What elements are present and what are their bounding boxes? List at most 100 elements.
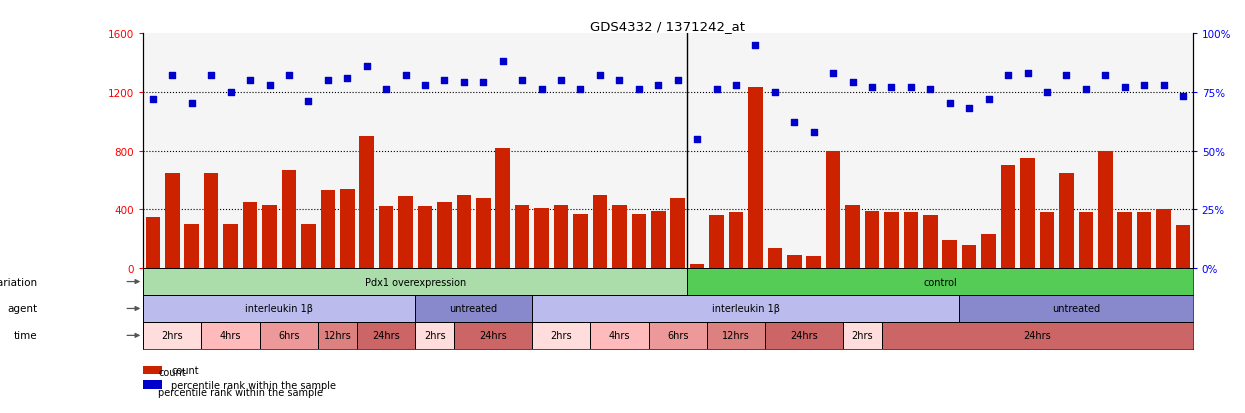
Bar bbox=[204, 173, 218, 268]
Bar bbox=[807, 257, 820, 268]
Point bbox=[240, 78, 260, 84]
Bar bbox=[981, 235, 996, 268]
Bar bbox=[960, 295, 1193, 322]
Point bbox=[920, 87, 940, 93]
Bar bbox=[687, 268, 1193, 295]
Bar bbox=[143, 295, 416, 322]
Point bbox=[1114, 85, 1134, 91]
Point bbox=[959, 106, 979, 112]
Bar bbox=[416, 322, 454, 349]
Text: time: time bbox=[14, 330, 37, 341]
Bar bbox=[710, 216, 723, 268]
Bar bbox=[573, 214, 588, 268]
Bar bbox=[923, 216, 937, 268]
Bar bbox=[378, 207, 393, 268]
Point bbox=[1017, 71, 1037, 77]
Text: 4hrs: 4hrs bbox=[609, 330, 630, 341]
Text: 2hrs: 2hrs bbox=[550, 330, 571, 341]
Point bbox=[532, 87, 552, 93]
Text: untreated: untreated bbox=[1052, 304, 1101, 314]
Point bbox=[843, 80, 863, 86]
Bar bbox=[243, 202, 258, 268]
Point bbox=[570, 87, 590, 93]
Point bbox=[299, 99, 319, 105]
Bar bbox=[1118, 213, 1132, 268]
Point bbox=[220, 89, 240, 96]
Bar bbox=[357, 322, 416, 349]
Point bbox=[667, 78, 687, 84]
Point bbox=[1173, 94, 1193, 100]
Bar bbox=[554, 205, 568, 268]
Text: genotype/variation: genotype/variation bbox=[0, 277, 37, 287]
Text: count: count bbox=[172, 365, 199, 375]
Point bbox=[940, 101, 960, 107]
Bar bbox=[398, 197, 413, 268]
Point bbox=[376, 87, 396, 93]
Point bbox=[609, 78, 629, 84]
Bar bbox=[881, 322, 1193, 349]
Point bbox=[454, 80, 474, 86]
Point bbox=[979, 96, 998, 103]
Bar bbox=[690, 264, 705, 268]
Bar bbox=[143, 322, 202, 349]
Bar bbox=[728, 213, 743, 268]
Point bbox=[493, 59, 513, 65]
Bar bbox=[1020, 159, 1035, 268]
Bar bbox=[1059, 173, 1073, 268]
Bar bbox=[1078, 213, 1093, 268]
Bar bbox=[534, 208, 549, 268]
Bar bbox=[340, 189, 355, 268]
Text: 24hrs: 24hrs bbox=[479, 330, 507, 341]
Bar bbox=[143, 366, 162, 375]
Point bbox=[473, 80, 493, 86]
Bar bbox=[649, 322, 707, 349]
Bar bbox=[416, 295, 532, 322]
Bar bbox=[590, 322, 649, 349]
Point bbox=[1096, 73, 1116, 79]
Text: 2hrs: 2hrs bbox=[162, 330, 183, 341]
Point bbox=[162, 73, 182, 79]
Point bbox=[1154, 82, 1174, 89]
Text: 6hrs: 6hrs bbox=[667, 330, 688, 341]
Point bbox=[823, 71, 843, 77]
Bar bbox=[202, 322, 260, 349]
Point bbox=[764, 89, 784, 96]
Text: 2hrs: 2hrs bbox=[852, 330, 873, 341]
Text: untreated: untreated bbox=[449, 304, 498, 314]
Bar bbox=[942, 241, 957, 268]
Point bbox=[590, 73, 610, 79]
Point bbox=[784, 120, 804, 126]
Point bbox=[687, 136, 707, 143]
Bar bbox=[787, 255, 802, 268]
Point bbox=[1057, 73, 1077, 79]
Point bbox=[1134, 82, 1154, 89]
Point bbox=[182, 101, 202, 107]
Bar bbox=[884, 213, 899, 268]
Bar bbox=[707, 322, 766, 349]
Bar bbox=[320, 191, 335, 268]
Point bbox=[317, 78, 337, 84]
Bar bbox=[166, 173, 179, 268]
Text: interleukin 1β: interleukin 1β bbox=[712, 304, 779, 314]
Text: 12hrs: 12hrs bbox=[324, 330, 351, 341]
Bar bbox=[766, 322, 843, 349]
Bar bbox=[496, 148, 510, 268]
Bar bbox=[418, 207, 432, 268]
Text: agent: agent bbox=[7, 304, 37, 314]
Bar bbox=[1175, 226, 1190, 268]
Bar bbox=[631, 214, 646, 268]
Text: interleukin 1β: interleukin 1β bbox=[245, 304, 314, 314]
Text: Pdx1 overexpression: Pdx1 overexpression bbox=[365, 277, 466, 287]
Point bbox=[629, 87, 649, 93]
Bar bbox=[825, 151, 840, 268]
Text: 24hrs: 24hrs bbox=[791, 330, 818, 341]
Point bbox=[143, 96, 163, 103]
Bar bbox=[532, 295, 960, 322]
Point bbox=[357, 64, 377, 70]
Point bbox=[726, 82, 746, 89]
Bar bbox=[1157, 210, 1170, 268]
Bar bbox=[476, 198, 491, 268]
Point bbox=[1037, 89, 1057, 96]
Bar bbox=[1098, 151, 1113, 268]
Bar bbox=[457, 195, 471, 268]
